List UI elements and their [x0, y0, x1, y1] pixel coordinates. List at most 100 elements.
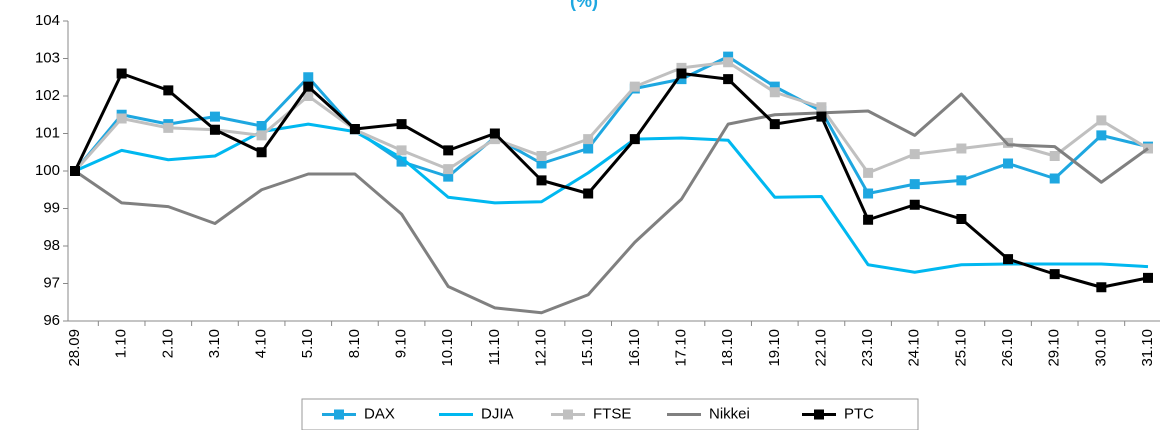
legend-marker: [334, 409, 344, 420]
y-tick-label: 102: [35, 87, 60, 104]
line: [73, 55, 1149, 195]
x-tick-label: 4.10: [253, 329, 270, 358]
marker: [723, 51, 734, 62]
y-tick-label: 104: [35, 12, 60, 29]
marker: [536, 175, 547, 186]
marker: [629, 134, 640, 145]
marker: [956, 214, 967, 224]
marker: [583, 134, 594, 145]
marker: [676, 68, 687, 79]
marker: [1049, 173, 1060, 184]
line: [74, 92, 1149, 315]
marker: [396, 145, 407, 156]
x-tick-label: 17.10: [672, 329, 689, 367]
marker: [676, 62, 687, 73]
chart-title: (%): [570, 0, 598, 11]
marker: [536, 151, 547, 161]
y-tick-label: 98: [43, 237, 60, 254]
marker: [956, 143, 967, 154]
marker: [303, 72, 314, 83]
marker: [583, 143, 594, 154]
x-tick-label: 9.10: [393, 329, 410, 358]
marker: [489, 134, 500, 145]
marker: [489, 128, 500, 139]
marker: [443, 145, 454, 156]
marker: [909, 149, 920, 160]
x-tick-label: 5.10: [299, 329, 316, 358]
marker: [629, 81, 640, 92]
y-tick-label: 97: [43, 274, 60, 291]
marker: [163, 122, 174, 133]
marker: [723, 74, 734, 85]
marker: [443, 164, 454, 175]
x-tick-label: 26.10: [999, 329, 1016, 367]
y-tick-label: 103: [35, 49, 60, 66]
marker: [676, 74, 687, 85]
x-tick-label: 28.09: [66, 329, 83, 367]
marker: [116, 113, 127, 124]
x-tick-label: 2.10: [159, 329, 176, 358]
x-tick-label: 11.10: [486, 329, 503, 365]
x-tick-label: 25.10: [952, 329, 969, 367]
marker: [116, 68, 127, 79]
x-tick-label: 15.10: [579, 329, 596, 367]
marker: [303, 91, 314, 101]
x-tick-label: 18.10: [719, 329, 736, 367]
marker: [1096, 282, 1107, 293]
y-tick-label: 101: [35, 124, 60, 141]
marker: [909, 199, 920, 210]
marker: [256, 130, 267, 141]
x-tick-label: 19.10: [766, 329, 783, 367]
legend-marker: [814, 409, 824, 420]
x-tick-label: 31.10: [1139, 329, 1156, 367]
marker: [909, 179, 920, 190]
x-tick-label: 1.10: [113, 329, 130, 358]
marker: [1096, 115, 1107, 126]
marker: [863, 188, 874, 199]
legend-label: Nikkei: [709, 405, 750, 422]
legend-label: DJIA: [481, 405, 514, 422]
marker: [769, 81, 780, 92]
marker: [769, 119, 780, 130]
legend-label: DAX: [364, 405, 395, 422]
x-tick-label: 23.10: [859, 329, 876, 367]
marker: [443, 171, 454, 182]
x-tick-label: 8.10: [346, 329, 363, 358]
legend-label: FTSE: [593, 405, 631, 422]
marker: [1049, 269, 1060, 280]
marker: [396, 119, 407, 130]
line: [73, 60, 1149, 175]
marker: [1003, 158, 1014, 169]
marker: [1049, 151, 1060, 161]
marker: [1003, 254, 1014, 265]
legend-label: PTC: [844, 405, 874, 422]
x-tick-label: 16.10: [626, 329, 643, 367]
x-tick-label: 29.10: [1046, 329, 1063, 367]
marker: [303, 81, 314, 92]
y-tick-label: 99: [43, 199, 60, 216]
x-tick-label: 22.10: [812, 329, 829, 367]
y-tick-label: 96: [43, 312, 60, 329]
x-tick-label: 12.10: [532, 329, 549, 367]
line: [73, 72, 1149, 289]
legend-marker: [563, 409, 573, 420]
marker: [723, 57, 734, 68]
marker: [396, 156, 407, 167]
x-tick-label: 24.10: [906, 329, 923, 367]
marker: [769, 87, 780, 98]
marker: [816, 102, 827, 113]
marker: [70, 166, 80, 176]
marker: [863, 167, 874, 178]
x-tick-label: 30.10: [1092, 329, 1109, 367]
marker: [209, 111, 220, 122]
marker: [1096, 130, 1107, 141]
y-tick-label: 100: [35, 162, 60, 179]
marker: [816, 111, 827, 122]
marker: [1143, 272, 1153, 283]
marker: [583, 188, 594, 199]
marker: [209, 124, 220, 135]
marker: [349, 124, 360, 134]
marker: [256, 147, 267, 158]
marker: [956, 175, 967, 186]
